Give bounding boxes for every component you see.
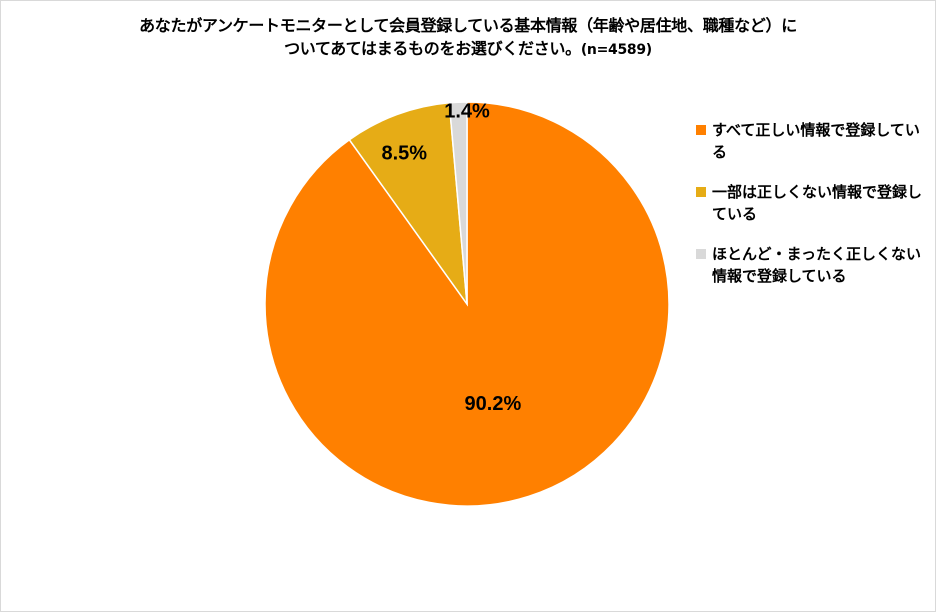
- legend-item-2: 一部は正しくない情報で登録している: [696, 181, 926, 225]
- chart-title-line-1: あなたがアンケートモニターとして会員登録している基本情報（年齢や居住地、職種など…: [139, 16, 797, 35]
- pie-data-labels: 90.2% 8.5% 1.4%: [382, 101, 522, 415]
- data-label-2: 8.5%: [382, 142, 428, 164]
- legend-label-2: 一部は正しくない情報で登録している: [712, 183, 923, 223]
- data-label-3: 1.4%: [444, 101, 490, 123]
- legend: すべて正しい情報で登録している 一部は正しくない情報で登録している ほとんど・まった…: [696, 119, 926, 305]
- pie-slice-3: [448, 101, 468, 305]
- legend-label-1: すべて正しい情報で登録している: [712, 121, 920, 161]
- chart-title-line-2-text: ついてあてはまるものをお選びください。: [284, 39, 581, 58]
- legend-label-3: ほとんど・まったく正しくない情報で登録している: [712, 245, 921, 285]
- chart-title: あなたがアンケートモニターとして会員登録している基本情報（年齢や居住地、職種など…: [1, 14, 935, 62]
- pie-slice-2: [348, 101, 468, 307]
- data-label-1: 90.2%: [465, 393, 522, 415]
- pie-slices: [264, 101, 670, 507]
- legend-swatch-1: [696, 125, 706, 135]
- chart-title-line-2: ついてあてはまるものをお選びください。(n=4589): [1, 37, 935, 62]
- legend-swatch-3: [696, 249, 706, 259]
- sample-size: (n=4589): [580, 42, 652, 58]
- legend-item-3: ほとんど・まったく正しくない情報で登録している: [696, 243, 926, 287]
- legend-swatch-2: [696, 187, 706, 197]
- legend-item-1: すべて正しい情報で登録している: [696, 119, 926, 163]
